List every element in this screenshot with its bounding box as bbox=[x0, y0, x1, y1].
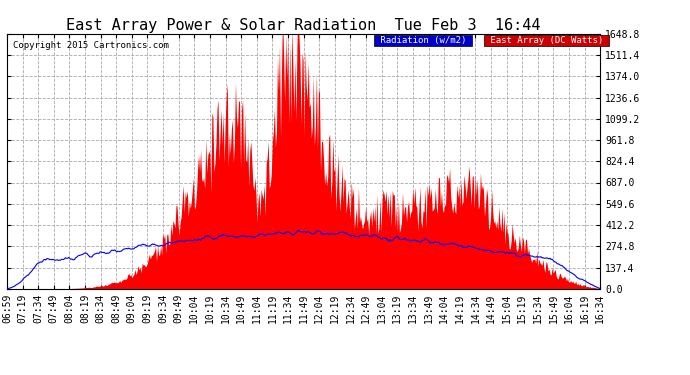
Title: East Array Power & Solar Radiation  Tue Feb 3  16:44: East Array Power & Solar Radiation Tue F… bbox=[66, 18, 541, 33]
Text: Copyright 2015 Cartronics.com: Copyright 2015 Cartronics.com bbox=[13, 41, 169, 50]
Text: East Array (DC Watts): East Array (DC Watts) bbox=[484, 36, 608, 45]
Text: Radiation (w/m2): Radiation (w/m2) bbox=[375, 36, 471, 45]
